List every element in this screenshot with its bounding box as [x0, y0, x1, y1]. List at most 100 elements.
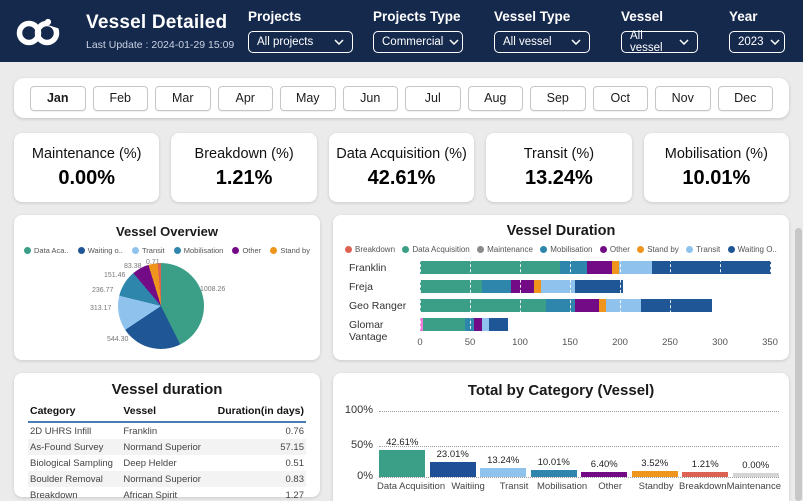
- month-button-mar[interactable]: Mar: [155, 85, 211, 111]
- pie-slice-label-5: 83.38: [124, 263, 142, 270]
- vessel-bar-glomar-vantage[interactable]: [420, 318, 508, 331]
- filter-label: Projects: [248, 9, 302, 24]
- category-bar-maintenance[interactable]: [732, 473, 779, 477]
- legend-item-transit[interactable]: Transit: [686, 245, 720, 254]
- legend-dot-icon: [540, 246, 548, 253]
- vessel-row-label-glomar-vantage: Glomar Vantage: [349, 319, 388, 343]
- table-row[interactable]: Breakdown African Spirit 1.27: [28, 487, 306, 501]
- bar-value-label: 13.24%: [487, 455, 520, 466]
- kpi-value: 0.00%: [58, 166, 116, 189]
- month-button-sep[interactable]: Sep: [530, 85, 586, 111]
- month-button-may[interactable]: May: [280, 85, 336, 111]
- legend-label: Other: [609, 245, 630, 254]
- pie-slice-label-2: 313.17: [90, 305, 112, 312]
- table-row[interactable]: As-Found Survey Normand Superior 57.15: [28, 439, 306, 455]
- category-bar-standby[interactable]: [631, 471, 678, 477]
- table-row[interactable]: Biological Sampling Deep Helder 0.51: [28, 455, 306, 471]
- legend-item-transit[interactable]: Transit: [131, 246, 165, 255]
- bar-segment-transit: [606, 299, 641, 312]
- table-cell: 0.76: [285, 425, 305, 437]
- table-cell: Franklin: [123, 425, 158, 437]
- x-axis-tick-label: 100: [512, 337, 528, 348]
- legend-item-dataaca[interactable]: Data Aca..: [24, 246, 69, 255]
- kpi-label: Data Acquisition (%): [336, 145, 467, 162]
- kpi-value: 10.01%: [682, 166, 751, 189]
- legend-label: Mobilisation: [183, 246, 224, 255]
- kpi-label: Breakdown (%): [194, 145, 294, 162]
- gridline-horizontal: [379, 411, 779, 412]
- month-button-feb[interactable]: Feb: [92, 85, 148, 111]
- filter-dropdown-year[interactable]: 2023: [729, 31, 785, 53]
- legend-item-other[interactable]: Other: [599, 245, 630, 254]
- legend-item-standby[interactable]: Stand by: [637, 245, 679, 254]
- kpi-value: 42.61%: [367, 166, 436, 189]
- vessel-overview-title: Vessel Overview: [116, 224, 218, 239]
- month-button-jul[interactable]: Jul: [405, 85, 461, 111]
- gridline-horizontal: [379, 477, 779, 478]
- bar-segment-highlight: [420, 318, 423, 331]
- category-bar-other[interactable]: [581, 471, 628, 477]
- vessel-overview-card: Vessel Overview Data Aca.. Waiting o.. Tra…: [14, 215, 320, 360]
- category-axis-label: Waitiing: [451, 481, 485, 492]
- month-button-nov[interactable]: Nov: [655, 85, 711, 111]
- category-bar-mobilisation[interactable]: [530, 470, 577, 477]
- legend-item-waitingo[interactable]: Waiting O..: [727, 245, 777, 254]
- pie-slice-label-4: 151.46: [104, 272, 126, 279]
- gridline-vertical: [570, 259, 571, 334]
- bar-segment-standby: [534, 280, 541, 293]
- legend-item-maintenance[interactable]: Maintenance: [477, 245, 533, 254]
- bar-segment-waitingo: [652, 261, 771, 274]
- chevron-down-icon: [770, 39, 780, 45]
- table-cell: Biological Sampling: [30, 457, 113, 469]
- legend-item-waitingo[interactable]: Waiting o..: [77, 246, 123, 255]
- table-row[interactable]: Boulder Removal Normand Superior 0.83: [28, 471, 306, 487]
- month-button-dec[interactable]: Dec: [717, 85, 773, 111]
- table-row[interactable]: 2D UHRS Infill Franklin 0.76: [28, 422, 306, 439]
- legend-item-dataacquisition[interactable]: Data Acquisition: [402, 245, 470, 254]
- filter-projects: Projects All projects: [248, 9, 353, 53]
- month-button-oct[interactable]: Oct: [592, 85, 648, 111]
- x-axis-tick-label: 0: [417, 337, 423, 348]
- filter-dropdown-projects-type[interactable]: Commercial: [373, 31, 463, 53]
- legend-item-mobilisation[interactable]: Mobilisation: [540, 245, 593, 254]
- category-bar-breakdown[interactable]: [682, 472, 729, 477]
- vessel-overview-pie-chart[interactable]: [118, 263, 204, 349]
- month-button-apr[interactable]: Apr: [217, 85, 273, 111]
- filter-dropdown-vessel[interactable]: All vessel: [621, 30, 698, 54]
- gridline-vertical: [720, 259, 721, 334]
- legend-dot-icon: [77, 247, 85, 254]
- month-button-aug[interactable]: Aug: [467, 85, 523, 111]
- category-axis-label: Standby: [638, 481, 674, 492]
- legend-item-other[interactable]: Other: [232, 246, 261, 255]
- page-scrollbar-thumb[interactable]: [795, 228, 802, 501]
- y-axis-tick-label: 0%: [357, 470, 373, 482]
- category-bar-transit[interactable]: [480, 468, 527, 477]
- legend-item-breakdown[interactable]: Breakdown: [345, 245, 395, 254]
- category-bar-slot: 13.24%: [478, 373, 529, 477]
- vessel-duration-table: Category Vessel Duration(in days) 2D UHRS …: [28, 402, 306, 501]
- bar-segment-standby: [612, 261, 619, 274]
- vessel-bar-freja[interactable]: [420, 280, 623, 293]
- category-axis-label: Mobilisation: [537, 481, 588, 492]
- filter-value: All vessel: [503, 36, 552, 48]
- vessel-bar-franklin[interactable]: [420, 261, 771, 274]
- filter-dropdown-projects[interactable]: All projects: [248, 31, 353, 53]
- bar-segment-other: [575, 299, 599, 312]
- vessel-overview-legend: Data Aca.. Waiting o.. Transit Mobilisation…: [14, 246, 320, 255]
- month-button-jan[interactable]: Jan: [30, 85, 86, 111]
- category-bar-waitiing[interactable]: [429, 462, 476, 477]
- category-bar-data-acquisition[interactable]: [379, 450, 426, 477]
- legend-item-mobilisation[interactable]: Mobilisation: [173, 246, 224, 255]
- filter-dropdown-vessel-type[interactable]: All vessel: [494, 31, 590, 53]
- legend-item-standby[interactable]: Stand by: [270, 246, 310, 255]
- vessel-bar-geo-ranger[interactable]: [420, 299, 712, 312]
- category-bar-slot: 6.40%: [579, 373, 630, 477]
- legend-label: Data Acquisition: [412, 245, 470, 254]
- pie-slice-label-0: 1008.26: [200, 286, 226, 293]
- month-button-jun[interactable]: Jun: [342, 85, 398, 111]
- legend-label: Other: [242, 246, 262, 255]
- category-axis-label: Transit: [499, 481, 529, 492]
- table-cell: As-Found Survey: [30, 441, 104, 453]
- bar-segment-mobilisation: [465, 318, 474, 331]
- category-axis-label: Other: [598, 481, 623, 492]
